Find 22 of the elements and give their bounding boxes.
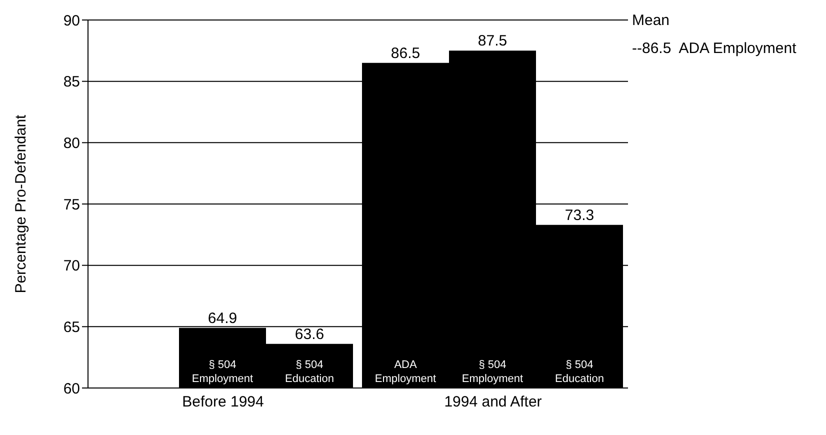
y-tick-label: 75 [63,196,80,214]
x-tick-label: Before 1994 [182,394,264,411]
series-label: § 504 Employment [192,359,254,385]
series-label: § 504 Education [285,359,334,385]
data-label: 64.9 [208,310,238,327]
y-tick-label: 90 [63,12,80,30]
y-tick-label: 60 [63,380,80,398]
y-axis-title: Percentage Pro-Defendant [12,114,30,294]
x-tick-label: 1994 and After [444,394,542,411]
text: § 504 Education [555,359,604,385]
data-label: 86.5 [390,44,420,62]
text: § 504 Employment [462,359,524,385]
text: --86.5 ADA Employment [632,39,796,59]
y-tick-label: 65 [63,318,80,336]
y-tick-label: 80 [63,134,80,152]
series-label: ADA Employment [374,359,436,385]
y-tick-label: 85 [63,74,80,91]
data-label: 87.5 [478,32,508,50]
text: Mean [632,11,671,31]
data-label: 73.3 [564,206,594,224]
data-label: 63.6 [294,326,324,343]
y-tick-label: 70 [63,258,80,275]
